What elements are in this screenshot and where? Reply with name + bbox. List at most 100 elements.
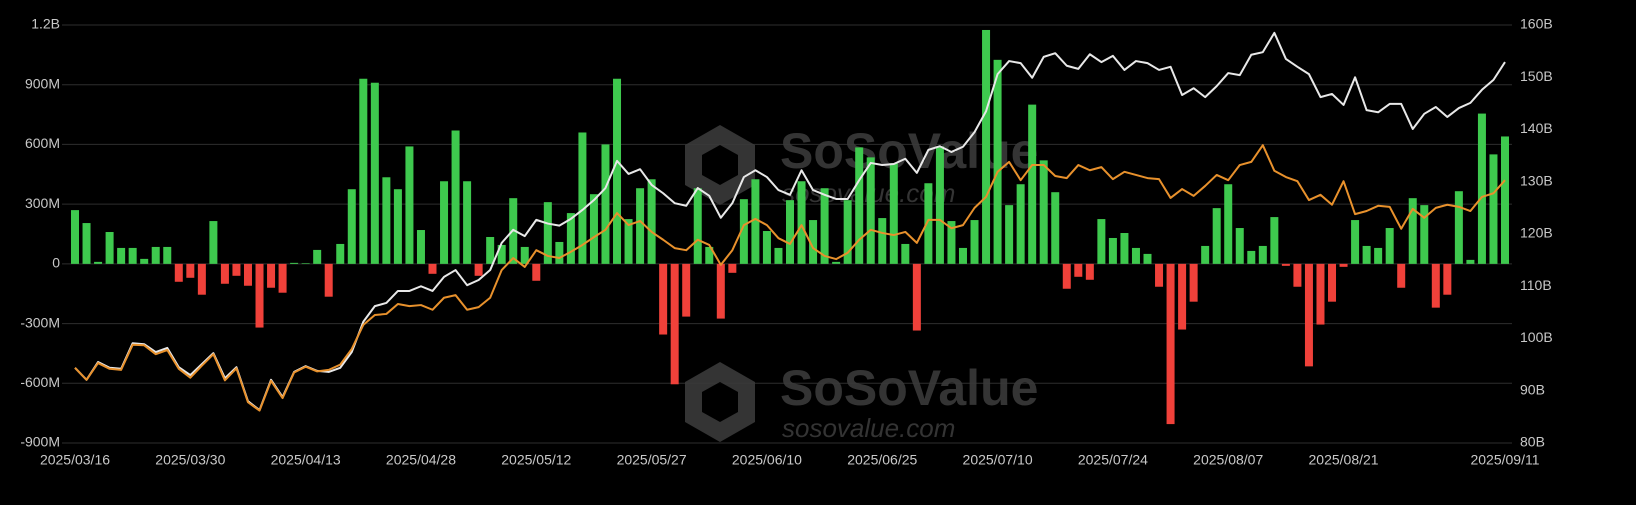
x-tick-label: 2025/06/10 (732, 452, 802, 468)
bar (151, 246, 160, 264)
bar (1408, 198, 1417, 264)
bar (1235, 228, 1244, 264)
bar (382, 177, 391, 264)
bar (117, 247, 126, 264)
bar (670, 263, 679, 385)
bar (1097, 219, 1106, 264)
bar (451, 130, 460, 264)
bar (1166, 263, 1175, 425)
y2-tick-label: 90B (1520, 381, 1545, 397)
bar (1062, 263, 1071, 289)
bar (774, 247, 783, 264)
bar (912, 263, 921, 331)
bar (301, 263, 310, 264)
bar (105, 232, 114, 264)
bar (1178, 263, 1187, 330)
y2-tick-label: 100B (1520, 329, 1553, 345)
x-tick-label: 2025/09/11 (1470, 452, 1539, 468)
bar (1362, 245, 1371, 264)
bar (820, 188, 829, 264)
y-tick-label: -900M (20, 434, 60, 450)
bar (1501, 136, 1509, 264)
x-tick-label: 2025/04/13 (271, 452, 341, 468)
bar (209, 221, 218, 264)
bar (1189, 263, 1198, 302)
bar (797, 181, 806, 264)
bar (809, 220, 818, 264)
bar (993, 59, 1002, 264)
bar (347, 189, 356, 264)
watermark-logo-inner (702, 145, 738, 185)
bar (463, 181, 472, 264)
bar (1270, 217, 1279, 264)
bar (278, 263, 287, 293)
bar (958, 247, 967, 264)
bar (1339, 263, 1348, 267)
y2-tick-label: 110B (1520, 277, 1552, 293)
y-tick-label: 900M (25, 75, 60, 91)
bar (1351, 220, 1360, 264)
bar (324, 263, 333, 297)
bar (1212, 208, 1221, 264)
bar (82, 223, 91, 264)
bar (186, 263, 195, 278)
bar (705, 246, 714, 264)
bar (786, 200, 794, 264)
bar (174, 263, 183, 282)
bar (1108, 237, 1117, 264)
bar (970, 220, 979, 264)
x-tick-label: 2025/05/12 (501, 452, 571, 468)
bar (474, 263, 483, 276)
bar (267, 263, 276, 288)
bar (532, 263, 541, 281)
watermark-bottom: SoSoValue sosovalue.com (685, 360, 1038, 443)
bar (855, 147, 864, 264)
bar (1085, 263, 1094, 280)
bar (370, 82, 379, 264)
line (74, 144, 1506, 412)
bar (1385, 228, 1394, 264)
bar (1247, 250, 1256, 264)
bar (290, 262, 299, 264)
bar (555, 241, 564, 264)
bar (543, 202, 552, 264)
x-tick-label: 2025/07/24 (1078, 452, 1148, 468)
bar (1281, 263, 1290, 266)
x-tick-label: 2025/07/10 (963, 452, 1033, 468)
bar (924, 183, 933, 264)
x-tick-label: 2025/05/27 (617, 452, 687, 468)
y-tick-label: 1.2B (31, 16, 60, 32)
y2-tick-label: 140B (1520, 120, 1553, 136)
bar (832, 261, 841, 264)
bar (393, 189, 402, 264)
bar (520, 246, 529, 264)
bar (843, 200, 852, 264)
bar (232, 263, 241, 276)
bar (1224, 184, 1233, 264)
bar (428, 263, 437, 274)
bar (1028, 104, 1037, 264)
bar (94, 261, 103, 264)
bar (716, 263, 725, 319)
bar (359, 78, 368, 264)
bar (163, 246, 172, 264)
x-tick-label: 2025/03/16 (40, 452, 110, 468)
bar (659, 263, 668, 335)
bar (405, 146, 414, 264)
bar (1155, 263, 1164, 287)
x-tick-label: 2025/04/28 (386, 452, 456, 468)
bar (647, 179, 656, 264)
bar (71, 210, 79, 264)
bar (682, 263, 691, 317)
watermark-site: sosovalue.com (782, 413, 955, 443)
bar (566, 213, 575, 264)
watermark-logo-inner (702, 382, 738, 422)
bar (1120, 233, 1129, 264)
y-tick-label: -300M (20, 314, 60, 330)
bar (486, 236, 495, 264)
y-tick-label: 300M (25, 195, 60, 211)
bar (889, 163, 898, 264)
bar (1039, 160, 1048, 264)
